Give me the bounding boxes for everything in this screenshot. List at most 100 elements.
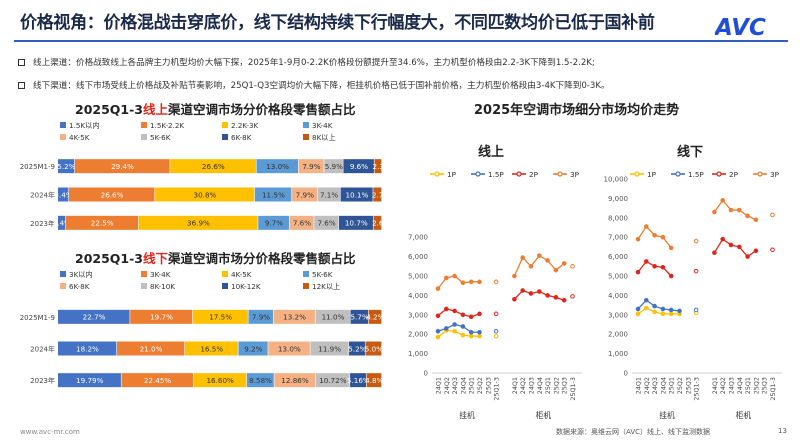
bar-segment (116, 341, 185, 356)
data-label: 8.58% (249, 376, 272, 385)
offline-share-title: 2025Q1-3线下渠道空调市场分价格段零售额占比 (75, 248, 356, 267)
y-tick-label: 2,000 (608, 331, 628, 339)
y-tick-label: 1,000 (408, 350, 428, 358)
data-point (561, 261, 567, 266)
data-point (477, 333, 482, 339)
y-tick-label: 5,000 (408, 273, 428, 281)
data-label: 7.1% (320, 190, 338, 199)
legend-marker (757, 171, 763, 177)
x-tick-label: 25Q2 (752, 377, 760, 394)
data-point (493, 333, 499, 339)
legend-label: 3P (570, 170, 580, 179)
legend-swatch (141, 134, 147, 140)
data-label: 26.6% (202, 162, 225, 171)
legend-label: 2.2K-3K (231, 121, 259, 130)
data-point (460, 280, 466, 286)
series-line (637, 260, 672, 277)
legend-label: 1P (647, 170, 657, 179)
data-label: 13.2% (283, 313, 306, 322)
legend-label: 3P (770, 170, 780, 179)
page-title: 价格视角：价格混战击穿底价，线下结构持续下行幅度大，不同匹数均价已低于国补前 (20, 13, 655, 33)
data-point (545, 258, 550, 263)
legend-label: 3K-4K (312, 121, 333, 130)
data-point (644, 224, 649, 229)
data-label: 5.2% (348, 344, 366, 353)
bar-segment (185, 341, 238, 356)
online-share-title-pre: 2025Q1-3 (75, 102, 143, 117)
data-point (444, 306, 449, 312)
data-point (635, 306, 641, 312)
data-label: 7.9% (302, 162, 320, 171)
bar-segment (74, 159, 170, 174)
bar-segment (69, 187, 155, 202)
legend-label: 6K-8K (69, 282, 90, 291)
group-label: 柜机 (736, 410, 752, 420)
data-point (570, 264, 575, 269)
avc-logo-text: AVC (715, 15, 766, 38)
bar-segment (238, 341, 268, 356)
data-label: 4.2% (366, 313, 384, 322)
data-point (668, 311, 674, 317)
x-tick-label: 25Q1-3 (569, 377, 577, 401)
bar-segment (368, 309, 382, 324)
legend-swatch (303, 134, 309, 140)
legend-label: 5K-6K (312, 270, 333, 279)
data-point (712, 250, 717, 256)
bar-segment (373, 187, 382, 202)
data-label: 9.6% (350, 162, 368, 171)
data-point (468, 314, 474, 320)
online-share-title: 2025Q1-3线上渠道空调市场分价格段零售额占比 (75, 99, 356, 118)
legend-swatch (222, 122, 228, 128)
data-label: 12.86% (281, 376, 309, 385)
y-tick-label: 8,000 (608, 214, 628, 222)
data-point (660, 264, 666, 270)
legend-label: 12K以上 (312, 282, 340, 291)
data-label: 7.6% (317, 219, 335, 228)
data-label: 16.60% (206, 376, 234, 385)
x-tick-label: 24Q3 (728, 377, 736, 394)
data-label: 19.79% (76, 376, 104, 385)
data-label: 26.6% (101, 190, 124, 199)
data-point (753, 248, 759, 254)
data-label: 5.2% (57, 162, 75, 171)
bar-segment (246, 373, 274, 388)
x-tick-label: 25Q1 (544, 377, 552, 394)
data-label: 3.4% (54, 190, 72, 199)
data-point (477, 329, 482, 335)
data-label: 11.9% (318, 344, 341, 353)
y-tick-label: 0 (624, 370, 628, 378)
legend-swatch (141, 271, 147, 277)
data-point (460, 312, 466, 318)
x-tick-label: 24Q1 (511, 377, 519, 394)
category-label: 2023年 (30, 376, 55, 385)
data-label: 5.16% (347, 376, 370, 385)
data-point (720, 236, 725, 242)
data-point (737, 244, 742, 250)
y-tick-label: 6,000 (408, 253, 428, 261)
data-point (444, 275, 449, 281)
bar-segment (350, 373, 366, 388)
bar-segment (324, 159, 343, 174)
legend-swatch (60, 271, 66, 277)
x-tick-label: 24Q1 (711, 377, 719, 394)
x-tick-label: 24Q2 (643, 377, 651, 394)
data-label: 2.3 (373, 162, 384, 171)
legend-label: 1.5K-2.2K (150, 121, 184, 130)
bar-segment (170, 159, 256, 174)
offline-price-trend-chart: 1P 1.5P 2P 3P 0 1,000 2,000 3,000 4,000 5,000 6,00… (604, 170, 782, 420)
data-point (512, 296, 517, 302)
x-tick-label: 24Q2 (719, 377, 727, 394)
legend-label: 8K-10K (150, 282, 175, 291)
data-point (512, 273, 517, 279)
legend-label: 2P (729, 170, 739, 179)
category-label: 2025M1-9 (20, 314, 55, 322)
legend-swatch (303, 122, 309, 128)
online-share-title-post: 渠道空调市场分价格段零售额占比 (168, 102, 356, 117)
checkbox-icon (18, 59, 25, 66)
data-point (737, 207, 742, 213)
y-tick-label: 3,000 (408, 311, 428, 319)
data-label: 13.0% (278, 344, 301, 353)
data-point (460, 324, 466, 329)
data-label: 18.2% (76, 344, 99, 353)
data-label: 7.9% (296, 190, 314, 199)
